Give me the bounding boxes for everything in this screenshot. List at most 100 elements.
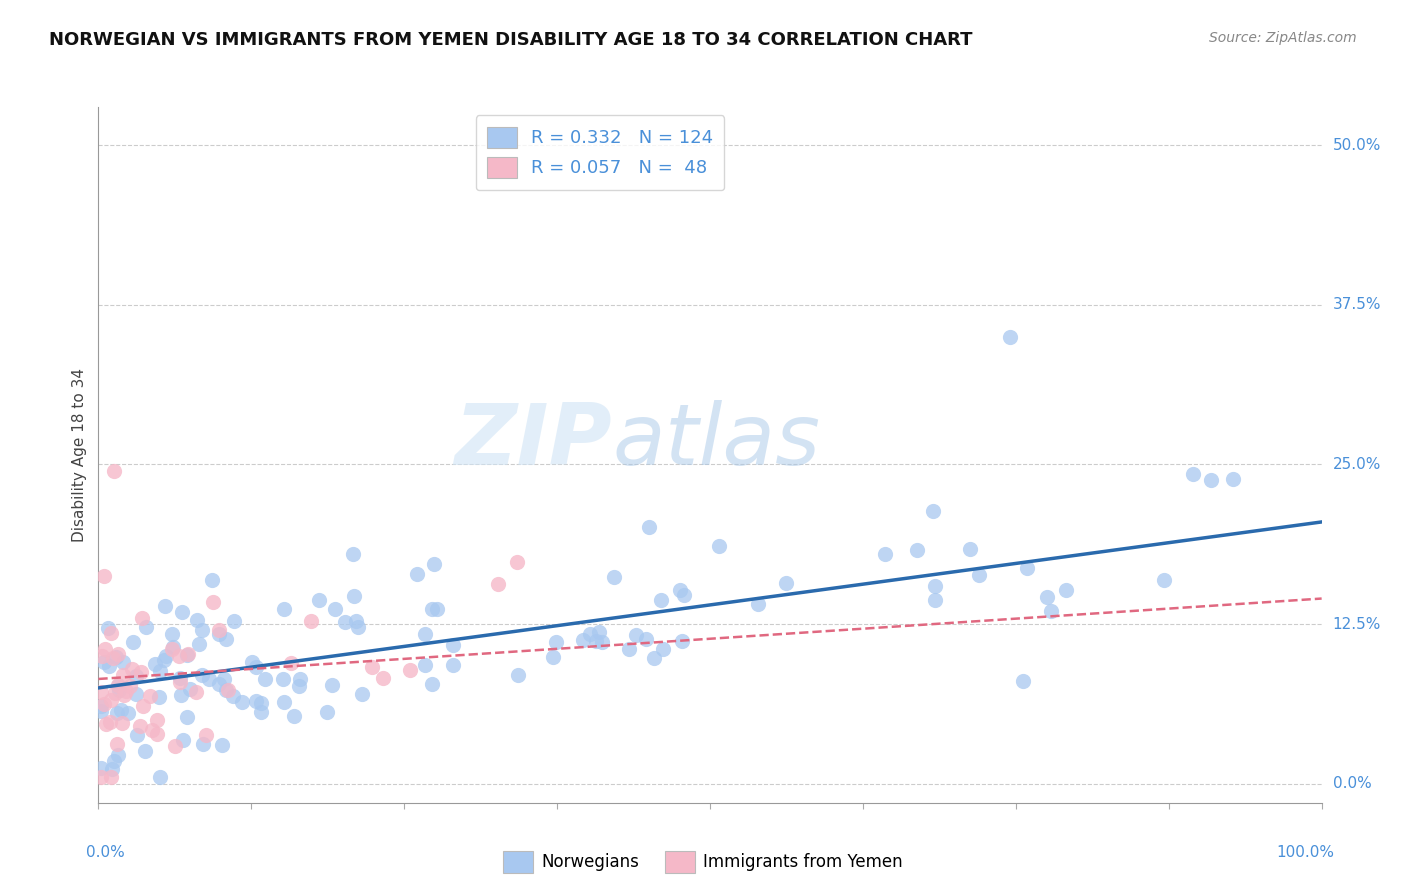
Point (254, 672, 277, 686)
Text: 50.0%: 50.0% (1333, 138, 1381, 153)
Point (634, 632, 657, 646)
Point (111, 655, 134, 669)
Point (709, 539, 731, 553)
Point (591, 634, 613, 648)
Point (191, 668, 214, 682)
Point (177, 647, 200, 661)
Point (420, 602, 443, 616)
Point (101, 650, 124, 665)
Point (215, 632, 238, 647)
Point (160, 642, 183, 657)
Point (222, 689, 245, 703)
Text: 0.0%: 0.0% (86, 845, 125, 860)
Point (146, 714, 169, 728)
Point (186, 685, 208, 699)
Point (672, 588, 695, 602)
Point (201, 595, 224, 609)
Point (132, 698, 155, 713)
Point (170, 605, 193, 619)
Text: ZIP: ZIP (454, 400, 612, 483)
Point (214, 673, 236, 687)
Point (163, 739, 186, 753)
Point (316, 705, 339, 719)
Point (273, 695, 295, 709)
Point (1153, 573, 1175, 587)
Text: atlas: atlas (612, 400, 820, 483)
Point (100, 693, 122, 707)
Point (107, 748, 129, 763)
Point (98, 659, 121, 673)
Point (90, 761, 112, 775)
Point (1040, 604, 1063, 618)
Point (120, 680, 142, 694)
Text: 0.0%: 0.0% (1333, 776, 1371, 791)
Point (546, 635, 568, 649)
Point (100, 762, 122, 776)
Point (129, 665, 152, 680)
Point (350, 687, 373, 701)
Point (1012, 673, 1035, 688)
Point (107, 679, 129, 693)
Point (426, 602, 449, 616)
Point (308, 592, 330, 607)
Point (97, 621, 120, 635)
Point (775, 576, 797, 591)
Point (287, 679, 309, 693)
Point (94, 642, 117, 657)
Point (747, 598, 769, 612)
Point (652, 641, 675, 656)
Point (603, 570, 626, 584)
Point (875, 547, 897, 561)
Point (405, 567, 427, 582)
Point (201, 573, 224, 587)
Point (371, 671, 394, 685)
Point (1222, 471, 1244, 485)
Point (441, 638, 464, 652)
Y-axis label: Disability Age 18 to 34: Disability Age 18 to 34 (72, 368, 87, 542)
Text: 25.0%: 25.0% (1333, 457, 1381, 472)
Point (143, 657, 166, 672)
Point (650, 592, 672, 607)
Point (169, 671, 191, 685)
Point (415, 626, 437, 640)
Point (441, 657, 464, 672)
Point (347, 619, 370, 633)
Point (122, 634, 145, 648)
Point (135, 620, 157, 634)
Point (215, 683, 238, 698)
Point (155, 649, 177, 664)
Point (179, 681, 201, 696)
Point (1054, 583, 1077, 598)
Point (112, 668, 135, 682)
Point (323, 602, 346, 616)
Point (129, 719, 152, 733)
Point (1015, 561, 1038, 575)
Point (98, 715, 121, 730)
Point (104, 686, 127, 700)
Point (399, 663, 422, 677)
Point (211, 738, 233, 752)
Point (924, 579, 946, 593)
Point (288, 672, 311, 686)
Point (271, 673, 294, 687)
Point (588, 625, 610, 640)
Point (124, 687, 146, 701)
Point (176, 648, 198, 663)
Point (423, 557, 446, 571)
Point (90, 704, 112, 718)
Point (103, 464, 125, 478)
Point (671, 634, 693, 648)
Point (321, 677, 343, 691)
Point (188, 637, 211, 651)
Point (240, 656, 263, 670)
Point (360, 660, 382, 674)
Point (115, 683, 138, 698)
Point (280, 657, 302, 671)
Point (100, 625, 122, 640)
Point (217, 682, 239, 697)
Legend: R = 0.332   N = 124, R = 0.057   N =  48: R = 0.332 N = 124, R = 0.057 N = 48 (475, 115, 724, 190)
Point (149, 664, 172, 678)
Point (125, 728, 148, 742)
Point (107, 683, 129, 698)
Point (191, 623, 214, 637)
